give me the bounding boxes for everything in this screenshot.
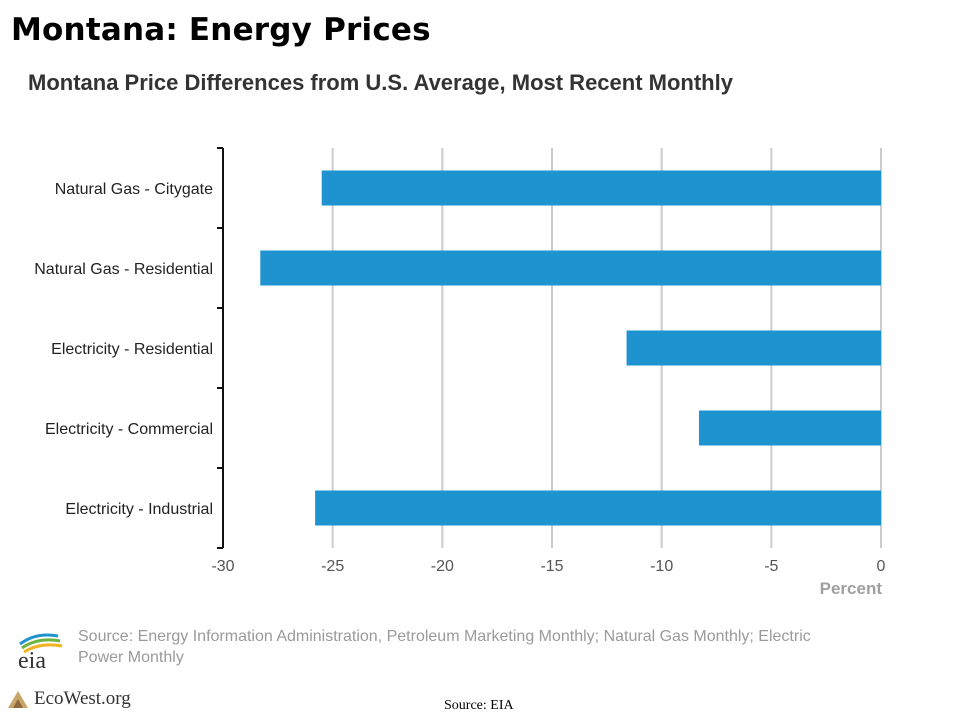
- bar: [321, 170, 881, 206]
- bar: [260, 250, 882, 286]
- x-axis-label: Percent: [820, 579, 883, 598]
- category-label: Natural Gas - Residential: [34, 261, 213, 278]
- eia-logo: eia: [14, 630, 70, 677]
- bar: [698, 410, 881, 446]
- category-label: Electricity - Industrial: [65, 501, 213, 518]
- chart-title: Montana Price Differences from U.S. Aver…: [28, 70, 733, 95]
- eia-logo-icon: eia: [18, 633, 63, 674]
- x-tick-label: -30: [211, 558, 234, 575]
- ecowest-logo: EcoWest.org: [6, 688, 131, 710]
- x-tick-label: -5: [764, 558, 778, 575]
- slide-title: Montana: Energy Prices: [11, 12, 431, 48]
- x-tick-label: -20: [431, 558, 454, 575]
- chart-source: Source: Energy Information Administratio…: [78, 628, 811, 666]
- category-label: Natural Gas - Citygate: [55, 181, 213, 198]
- category-label: Electricity - Commercial: [45, 421, 213, 438]
- bar: [315, 490, 881, 526]
- eia-logo-text: eia: [18, 648, 46, 672]
- brand-name: EcoWest.org: [34, 688, 131, 709]
- x-tick-label: -25: [321, 558, 344, 575]
- x-tick-label: -15: [540, 558, 563, 575]
- footer-source: Source: EIA: [444, 698, 514, 713]
- bar: [626, 330, 881, 366]
- x-tick-label: -10: [650, 558, 673, 575]
- x-tick-label: 0: [877, 558, 886, 575]
- bar-chart: Natural Gas - Citygate Natural Gas - Resi…: [34, 147, 886, 598]
- category-label: Electricity - Residential: [51, 341, 213, 358]
- mountain-icon: [8, 691, 28, 708]
